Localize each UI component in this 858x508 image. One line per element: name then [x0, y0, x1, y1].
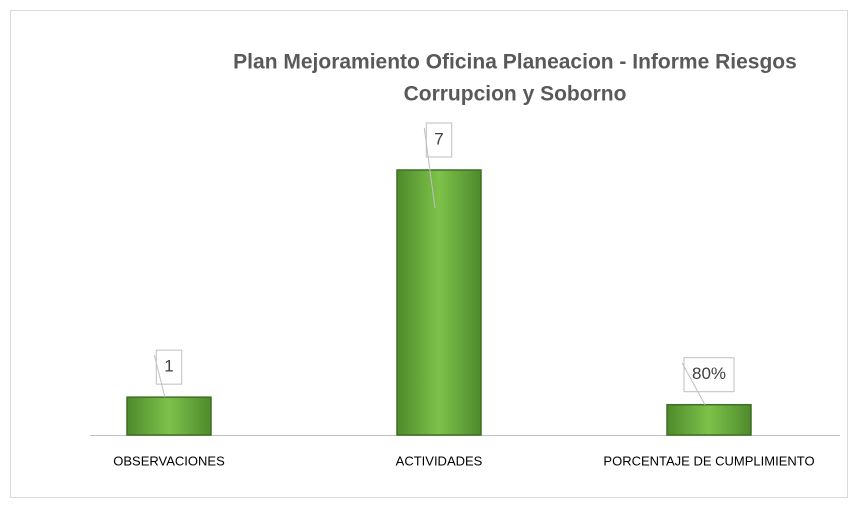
data-label-box — [683, 357, 735, 393]
data-label: 1 — [164, 357, 173, 376]
bar — [666, 403, 752, 436]
x-tick-label: ACTIVIDADES — [396, 453, 483, 468]
data-label: 7 — [434, 129, 443, 148]
leader-line — [153, 355, 166, 398]
leader-line — [681, 362, 706, 405]
bar — [126, 396, 212, 436]
chart-title: Corrupcion y Soborno — [404, 83, 627, 106]
x-tick-label: PORCENTAJE DE CUMPLIMIENTO — [603, 453, 814, 468]
bar — [396, 169, 482, 436]
data-label-box — [155, 349, 183, 385]
chart-title: Plan Mejoramiento Oficina Planeacion - I… — [233, 51, 797, 74]
leader-line — [423, 127, 436, 209]
x-tick-label: OBSERVACIONES — [113, 453, 225, 468]
data-label: 80% — [692, 364, 726, 383]
